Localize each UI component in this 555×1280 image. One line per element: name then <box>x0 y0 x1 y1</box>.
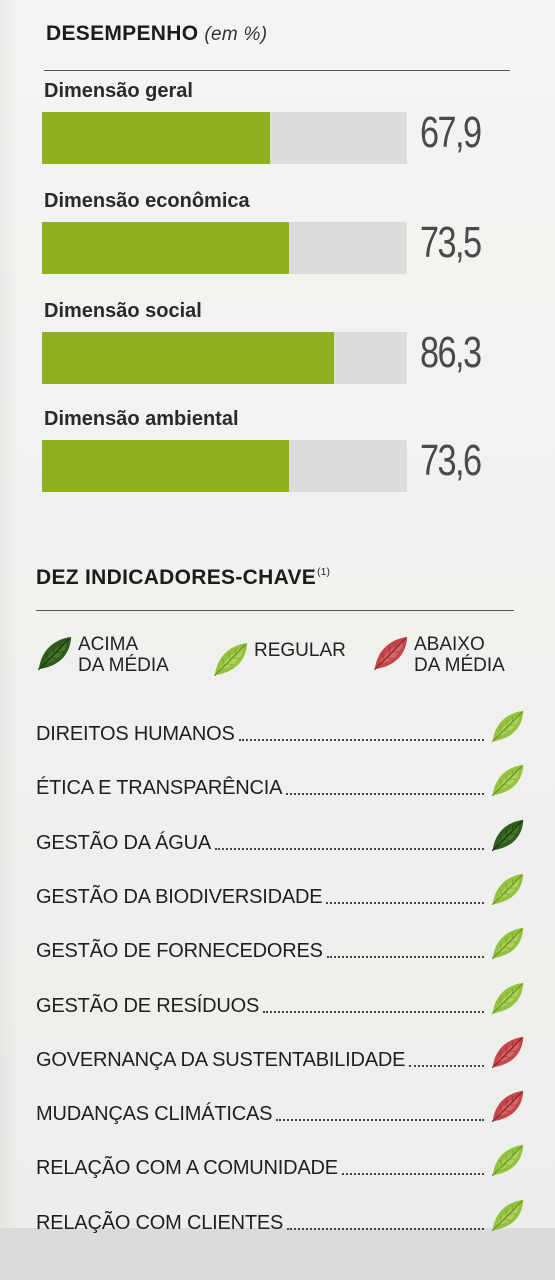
indicators-title: DEZ INDICADORES-CHAVE(1) <box>36 566 330 590</box>
legend-item-regular: REGULAR <box>212 640 346 676</box>
leaf-light-green-icon <box>491 764 524 797</box>
performance-title-text: DESEMPENHO <box>46 22 199 45</box>
leaf-red-icon <box>490 1034 526 1072</box>
indicator-label: ÉTICA E TRANSPARÊNCIA <box>36 777 283 799</box>
indicator-row: GESTÃO DE FORNECEDORES <box>36 923 526 963</box>
dotted-leader <box>409 1065 484 1067</box>
leaf-light-green-icon <box>490 925 526 963</box>
indicators-title-text: DEZ INDICADORES-CHAVE <box>36 566 317 589</box>
leaf-dark-green-icon <box>491 819 524 852</box>
leaf-red-icon <box>490 1088 526 1126</box>
indicator-row: MUDANÇAS CLIMÁTICAS <box>36 1086 526 1126</box>
dimension-label: Dimensão ambiental <box>44 408 239 430</box>
dotted-leader <box>238 739 484 741</box>
page-shadow <box>0 0 18 1280</box>
leaf-light-green-icon <box>491 927 524 960</box>
bar-track <box>42 332 407 384</box>
indicator-label: GESTÃO DE RESÍDUOS <box>36 995 260 1017</box>
bar-fill <box>42 332 334 384</box>
leaf-light-green-icon <box>212 640 250 676</box>
dotted-leader <box>341 1173 484 1175</box>
legend-label: REGULAR <box>254 640 346 661</box>
leaf-dark-green-icon <box>36 634 74 670</box>
dotted-leader <box>263 1011 484 1013</box>
dimension-label: Dimensão social <box>44 300 202 322</box>
dotted-leader <box>286 793 484 795</box>
indicator-row: GESTÃO DA ÁGUA <box>36 815 526 855</box>
indicators-footnote-mark: (1) <box>317 567 331 578</box>
indicator-row: ÉTICA E TRANSPARÊNCIA <box>36 760 526 800</box>
dotted-leader <box>326 956 484 958</box>
indicator-row: GOVERNANÇA DA SUSTENTABILIDADE <box>36 1032 526 1072</box>
bar-value-label: 73,6 <box>420 436 482 485</box>
bar-track <box>42 222 407 274</box>
bar-value-label: 73,5 <box>420 218 482 267</box>
bar-value-label: 67,9 <box>420 108 482 157</box>
indicator-label: GESTÃO DE FORNECEDORES <box>36 940 323 962</box>
leaf-light-green-icon <box>491 982 524 1015</box>
bar-fill <box>42 222 289 274</box>
leaf-light-green-icon <box>491 710 524 743</box>
indicator-row: GESTÃO DA BIODIVERSIDADE <box>36 869 526 909</box>
bar-track <box>42 440 407 492</box>
leaf-light-green-icon <box>491 873 524 906</box>
indicator-label: RELAÇÃO COM A COMUNIDADE <box>36 1157 338 1179</box>
legend-label: ACIMA DA MÉDIA <box>78 634 169 676</box>
leaf-red-icon <box>491 1090 524 1123</box>
indicator-row: DIREITOS HUMANOS <box>36 706 526 746</box>
indicator-label: RELAÇÃO COM CLIENTES <box>36 1212 284 1234</box>
indicator-label: GOVERNANÇA DA SUSTENTABILIDADE <box>36 1049 406 1071</box>
leaf-light-green-icon <box>214 642 248 676</box>
leaf-light-green-icon <box>490 1142 526 1180</box>
performance-divider <box>44 70 510 71</box>
legend-label: ABAIXO DA MÉDIA <box>414 634 505 676</box>
dotted-leader <box>287 1228 484 1230</box>
performance-unit: (em %) <box>204 24 268 45</box>
legend-item-above: ACIMA DA MÉDIA <box>36 634 169 676</box>
bar-fill <box>42 440 289 492</box>
indicators-divider <box>36 610 514 611</box>
indicator-label: MUDANÇAS CLIMÁTICAS <box>36 1103 273 1125</box>
leaf-light-green-icon <box>490 708 526 746</box>
leaf-red-icon <box>491 1036 524 1069</box>
indicator-label: DIREITOS HUMANOS <box>36 723 235 745</box>
dotted-leader <box>326 902 484 904</box>
dotted-leader <box>215 848 484 850</box>
page-bottom-edge <box>0 1228 555 1280</box>
leaf-red-icon <box>372 634 410 670</box>
leaf-light-green-icon <box>491 1199 524 1232</box>
bar-value-label: 86,3 <box>420 328 482 377</box>
dimension-label: Dimensão econômica <box>44 190 250 212</box>
leaf-light-green-icon <box>490 871 526 909</box>
indicator-label: GESTÃO DA ÁGUA <box>36 832 212 854</box>
leaf-light-green-icon <box>491 1144 524 1177</box>
bar-track <box>42 112 407 164</box>
dotted-leader <box>276 1119 484 1121</box>
legend-item-below: ABAIXO DA MÉDIA <box>372 634 505 676</box>
leaf-dark-green-icon <box>490 817 526 855</box>
leaf-red-icon <box>374 636 408 670</box>
leaf-light-green-icon <box>490 762 526 800</box>
leaf-dark-green-icon <box>38 636 72 670</box>
leaf-light-green-icon <box>490 1197 526 1235</box>
bar-fill <box>42 112 270 164</box>
performance-title: DESEMPENHO (em %) <box>46 22 267 46</box>
indicator-row: RELAÇÃO COM A COMUNIDADE <box>36 1140 526 1180</box>
leaf-light-green-icon <box>490 980 526 1018</box>
indicator-row: RELAÇÃO COM CLIENTES <box>36 1195 526 1235</box>
indicator-row: GESTÃO DE RESÍDUOS <box>36 978 526 1018</box>
indicator-label: GESTÃO DA BIODIVERSIDADE <box>36 886 323 908</box>
dimension-label: Dimensão geral <box>44 80 193 102</box>
